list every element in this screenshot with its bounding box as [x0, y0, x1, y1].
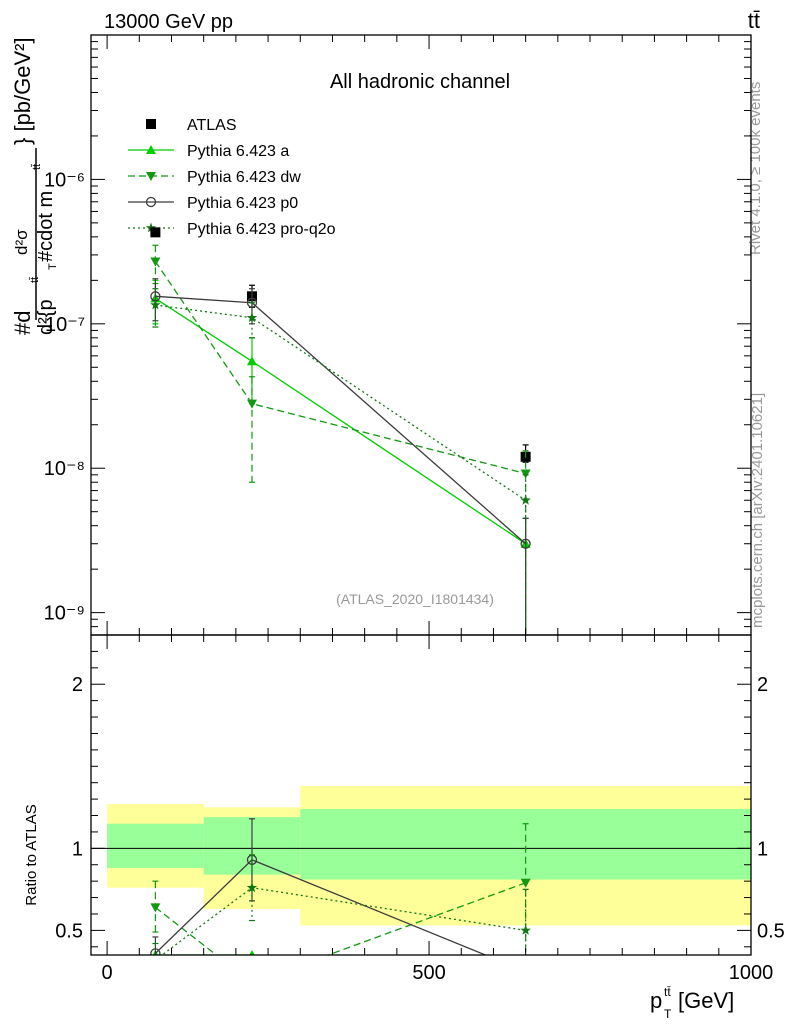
energy-label: 13000 GeV pp: [104, 11, 233, 33]
main-line-1: [155, 297, 526, 545]
xtick-label: 1000: [729, 962, 774, 984]
main-series-4: [150, 288, 531, 635]
main-ytick-label: 10⁻⁶: [44, 169, 85, 191]
main-point-2-1: [246, 399, 257, 409]
ratio-ytick-label-right: 1: [757, 838, 768, 860]
legend-entry-2: Pythia 6.423 dw: [128, 169, 301, 186]
ylabel-den-sup2: tt̄: [31, 164, 43, 170]
ratio-series-layer: [91, 785, 751, 988]
ratio-series-2: [150, 818, 530, 976]
main-point-3-2: [520, 538, 531, 549]
xlabel-sup: tt̄: [664, 985, 671, 999]
main-point-4-2: [520, 494, 531, 505]
ylabel-den-sub: T: [47, 263, 59, 270]
xlabel: p tt̄ T [GeV]: [650, 985, 734, 1021]
ratio-ytick-label: 1: [72, 838, 83, 860]
main-ytick-label: 10⁻⁸: [44, 458, 85, 480]
axes-layer: 10⁻⁹ 10⁻⁸ 10⁻⁷ 10⁻⁶ 0.5 0.5 1 1 2 2 0 500 1000: [44, 34, 785, 984]
ratio-series-1: [150, 823, 531, 988]
ratio-ytick-label: 2: [72, 674, 83, 696]
ratio-point-3-0: [155, 954, 156, 955]
ratio-ytick-label-right: 2: [757, 674, 768, 696]
ratio-point-2-2: [521, 967, 530, 976]
legend-entry-1: Pythia 6.423 a: [128, 143, 289, 160]
main-point-3-1: [246, 297, 258, 308]
legend-label-2: Pythia 6.423 dw: [187, 169, 301, 186]
legend-marker-0: [146, 119, 156, 129]
xlabel-sub: T: [664, 1007, 672, 1021]
legend-entry-3: Pythia 6.423 p0: [128, 195, 298, 212]
ratio-ytick-label: 0.5: [55, 920, 83, 942]
ratio-ylabel: Ratio to ATLAS: [23, 804, 40, 905]
rivet-label: Rivet 4.1.0, ≥ 100k events: [747, 82, 764, 255]
legend-label-4: Pythia 6.423 pro-q2o: [187, 221, 336, 238]
main-point-2-0: [150, 257, 161, 267]
ylabel-numerator: d²σ: [12, 229, 31, 255]
main-series-layer: [150, 227, 531, 635]
main-point-2-2: [520, 469, 531, 479]
main-ylabel: #d d²σ d²{p tt̄ T #cdot m tt̄ } [pb/GeV²…: [10, 37, 59, 335]
legend-entry-0: ATLAS: [146, 117, 237, 134]
ratio-point-3-1: [246, 882, 258, 893]
ratio-ytick-label-right: 0.5: [757, 920, 785, 942]
ratio-point-1-0: [150, 903, 161, 913]
ratio-point-3-2: [520, 924, 531, 935]
legend-marker-3: [145, 196, 157, 208]
xtick-label: 0: [102, 962, 113, 984]
legend: ATLAS Pythia 6.423 a Pythia 6.423 dw Pythia…: [128, 117, 336, 238]
xtick-label: 500: [412, 962, 445, 984]
legend-label-3: Pythia 6.423 p0: [187, 195, 298, 212]
main-point-0-0: [150, 227, 161, 238]
ylabel-units: } [pb/GeV²]: [10, 37, 35, 145]
main-point-1-1: [246, 356, 257, 366]
ratio-line-0: [155, 954, 263, 955]
main-series-0: [150, 227, 531, 463]
ratio-point-1-2: [520, 878, 531, 888]
ratio-frame: [90, 634, 752, 956]
ylabel-den-sup: tt̄: [29, 277, 41, 283]
main-line-2: [154, 261, 526, 475]
ratio-series-0: [152, 950, 531, 975]
legend-marker-1: [146, 145, 156, 154]
xlabel-p: p: [650, 988, 662, 1013]
ylabel-den-rest: #cdot m: [35, 191, 57, 262]
main-line-4: [155, 304, 526, 501]
mcplots-label: mcplots.cern.ch [arXiv:2401.10621]: [749, 393, 766, 628]
main-point-4-0: [150, 299, 161, 310]
ratio-point-0-2: [521, 966, 531, 975]
main-ytick-label: 10⁻⁹: [44, 603, 85, 625]
main-ytick-label: 10⁻⁷: [45, 314, 85, 336]
xlabel-units: [GeV]: [678, 988, 734, 1013]
analysis-tag: (ATLAS_2020_I1801434): [336, 591, 494, 607]
ratio-point-0-1: [249, 950, 255, 955]
main-series-2: [150, 244, 531, 635]
chart-title: All hadronic channel: [330, 71, 510, 93]
legend-label-0: ATLAS: [187, 117, 237, 134]
legend-marker-2: [146, 172, 156, 181]
process-label: tt̄: [748, 8, 760, 33]
ylabel-denominator: d²{p: [35, 299, 57, 335]
legend-label-1: Pythia 6.423 a: [187, 143, 289, 160]
ylabel-prefix: #d: [10, 311, 35, 335]
ratio-point-1-1: [247, 979, 257, 988]
main-point-4-1: [246, 312, 258, 323]
band-green-0: [107, 823, 204, 869]
